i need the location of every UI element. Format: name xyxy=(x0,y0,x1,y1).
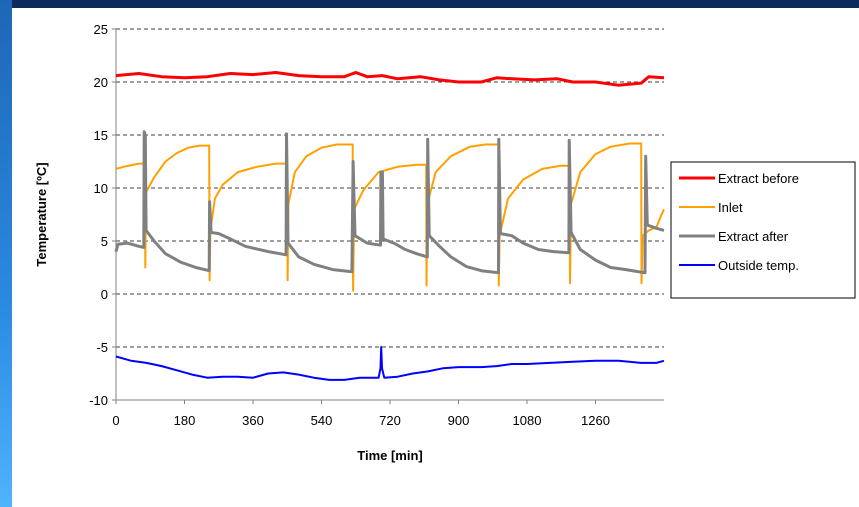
y-tick-label: 10 xyxy=(94,181,108,196)
x-tick-label: 1260 xyxy=(581,413,610,428)
x-tick-label: 1080 xyxy=(513,413,542,428)
y-tick-label: -10 xyxy=(89,393,108,408)
series-lines xyxy=(114,71,665,381)
series-line-extract-after xyxy=(114,130,665,275)
series-line-outside-temp xyxy=(115,346,665,381)
y-tick-label: -5 xyxy=(96,340,108,355)
window-edge xyxy=(0,0,12,507)
x-tick-label: 360 xyxy=(242,413,264,428)
series-line-extract-before xyxy=(115,71,665,87)
y-tick-label: 15 xyxy=(94,128,108,143)
x-tick-label: 540 xyxy=(311,413,333,428)
x-axis-title: Time [min] xyxy=(357,448,423,463)
y-tick-label: 0 xyxy=(101,287,108,302)
legend-box xyxy=(670,161,856,299)
x-tick-label: 900 xyxy=(448,413,470,428)
legend-label: Extract before xyxy=(718,171,799,186)
plot-frame xyxy=(112,28,664,404)
x-tick-label: 180 xyxy=(174,413,196,428)
tick-labels: -10 -5 0 5 10 15 20 25 0 180 360 540 720 900 1080 1260 xyxy=(89,22,610,428)
y-tick-label: 5 xyxy=(101,234,108,249)
x-tick-label: 720 xyxy=(379,413,401,428)
legend-label: Outside temp. xyxy=(718,258,799,273)
y-axis-title: Temperature [ºC] xyxy=(34,162,49,266)
legend-label: Inlet xyxy=(718,200,743,215)
series-line-inlet xyxy=(115,142,665,292)
y-tick-label: 25 xyxy=(94,22,108,37)
legend: Extract before Inlet Extract after Outside … xyxy=(670,161,856,299)
x-tick-label: 0 xyxy=(112,413,119,428)
y-tick-label: 20 xyxy=(94,75,108,90)
legend-label: Extract after xyxy=(718,229,789,244)
chart-panel: -10 -5 0 5 10 15 20 25 0 180 360 540 720 900 1080 1260 … xyxy=(12,8,859,507)
